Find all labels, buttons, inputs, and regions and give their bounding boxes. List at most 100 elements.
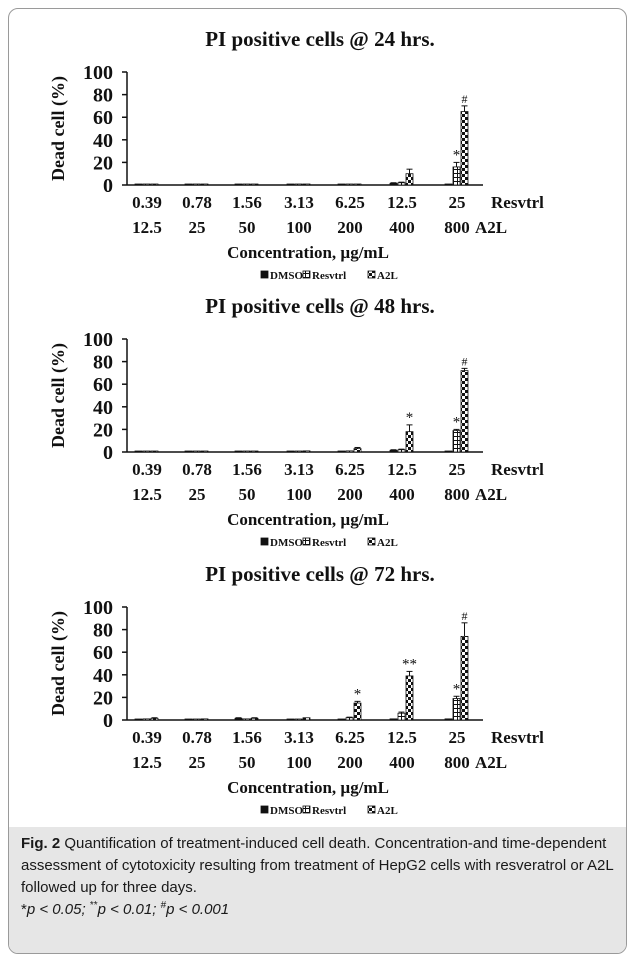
y-tick-label: 80 xyxy=(93,85,113,107)
caption-pvalues: *p < 0.05; **p < 0.01; #p < 0.001 xyxy=(21,899,614,921)
x-tick-label: 25 xyxy=(189,485,206,504)
y-tick-label: 80 xyxy=(93,352,113,374)
pvalue-3: p < 0.001 xyxy=(166,901,230,918)
bar-resvtrl xyxy=(345,450,354,453)
bar-a2l xyxy=(405,675,414,721)
significance-marker: # xyxy=(462,354,468,368)
legend-label: Resvtrl xyxy=(312,270,346,282)
bar-dmso xyxy=(337,450,346,453)
y-tick-label: 40 xyxy=(93,397,113,419)
bar-dmso xyxy=(444,718,453,721)
x-tick-label: 800 xyxy=(444,485,470,504)
bar-resvtrl xyxy=(397,712,406,721)
significance-marker: * xyxy=(453,681,461,697)
bar-dmso xyxy=(184,450,193,453)
bar-dmso xyxy=(286,450,295,453)
legend-label: A2L xyxy=(377,270,398,282)
legend-label: A2L xyxy=(377,537,398,549)
x-tick-label: 100 xyxy=(286,485,312,504)
bar-a2l xyxy=(405,173,414,186)
bar-a2l xyxy=(353,183,362,186)
x-axis-label: Concentration, µg/mL xyxy=(227,510,389,529)
significance-marker: ** xyxy=(402,656,417,672)
bar-dmso xyxy=(134,183,143,186)
x-tick-label: 3.13 xyxy=(284,460,314,479)
y-tick-label: 0 xyxy=(103,442,113,464)
x-row-label: Resvtrl xyxy=(491,193,544,212)
bar-resvtrl xyxy=(142,718,151,721)
y-tick-label: 100 xyxy=(83,329,113,351)
figure-svg: PI positive cells @ 24 hrs.100806040200D… xyxy=(48,27,544,817)
bar-resvtrl xyxy=(242,718,251,721)
chart-panel-1: PI positive cells @ 24 hrs.100806040200D… xyxy=(48,27,544,282)
x-tick-label: 6.25 xyxy=(335,460,365,479)
bar-resvtrl xyxy=(452,166,461,186)
pvalue-symbol-3: # xyxy=(160,900,167,911)
legend-swatch xyxy=(260,805,269,814)
bar-dmso xyxy=(234,450,243,453)
x-tick-label: 50 xyxy=(239,485,256,504)
caption-text: Quantification of treatment-induced cell… xyxy=(21,835,614,896)
bar-resvtrl xyxy=(192,183,201,186)
x-tick-label: 25 xyxy=(449,193,466,212)
bar-a2l xyxy=(460,370,469,453)
caption-label: Fig. 2 xyxy=(21,835,61,852)
bar-resvtrl xyxy=(192,450,201,453)
x-tick-label: 0.78 xyxy=(182,193,212,212)
bar-a2l xyxy=(302,450,311,453)
bar-resvtrl xyxy=(294,450,303,453)
legend-swatch xyxy=(367,805,376,814)
significance-marker: * xyxy=(406,410,414,426)
pvalue-symbol-2: ** xyxy=(89,900,98,911)
x-tick-label: 12.5 xyxy=(387,460,417,479)
y-tick-label: 20 xyxy=(93,687,113,709)
bar-a2l xyxy=(460,635,469,721)
bar-resvtrl xyxy=(452,430,461,453)
x-tick-label: 3.13 xyxy=(284,728,314,747)
legend-swatch xyxy=(367,537,376,546)
bar-a2l xyxy=(302,717,311,721)
bar-a2l xyxy=(200,183,209,186)
y-axis-label: Dead cell (%) xyxy=(48,76,69,181)
x-tick-label: 25 xyxy=(449,460,466,479)
x-row-label: Resvtrl xyxy=(491,728,544,747)
x-tick-label: 3.13 xyxy=(284,193,314,212)
bar-dmso xyxy=(286,183,295,186)
bar-resvtrl xyxy=(142,183,151,186)
significance-marker: * xyxy=(453,147,461,163)
bar-resvtrl xyxy=(345,717,354,721)
x-tick-label: 0.39 xyxy=(132,460,162,479)
bar-a2l xyxy=(250,717,259,721)
x-tick-label: 200 xyxy=(337,753,363,772)
y-tick-label: 40 xyxy=(93,665,113,687)
x-row-label: A2L xyxy=(475,218,507,237)
y-tick-label: 0 xyxy=(103,175,113,197)
bar-a2l xyxy=(353,702,362,721)
x-tick-label: 400 xyxy=(389,485,415,504)
legend-swatch xyxy=(302,537,311,546)
y-axis-label: Dead cell (%) xyxy=(48,611,69,716)
chart-title: PI positive cells @ 72 hrs. xyxy=(205,562,435,586)
x-row-label: A2L xyxy=(475,485,507,504)
x-row-label: Resvtrl xyxy=(491,460,544,479)
x-tick-label: 12.5 xyxy=(132,753,162,772)
bar-dmso xyxy=(286,718,295,721)
bar-dmso xyxy=(389,718,398,721)
legend-swatch xyxy=(302,805,311,814)
x-tick-label: 200 xyxy=(337,218,363,237)
legend-swatch xyxy=(367,270,376,279)
legend-label: A2L xyxy=(377,805,398,817)
bar-dmso xyxy=(337,183,346,186)
bar-dmso xyxy=(234,183,243,186)
x-tick-label: 100 xyxy=(286,753,312,772)
y-tick-label: 60 xyxy=(93,642,113,664)
bar-a2l xyxy=(150,450,159,453)
significance-marker: * xyxy=(354,686,362,702)
x-tick-label: 6.25 xyxy=(335,728,365,747)
y-tick-label: 100 xyxy=(83,597,113,619)
bar-resvtrl xyxy=(294,718,303,721)
x-tick-label: 0.78 xyxy=(182,728,212,747)
legend-label: Resvtrl xyxy=(312,537,346,549)
legend-label: Resvtrl xyxy=(312,805,346,817)
chart-title: PI positive cells @ 48 hrs. xyxy=(205,294,435,318)
